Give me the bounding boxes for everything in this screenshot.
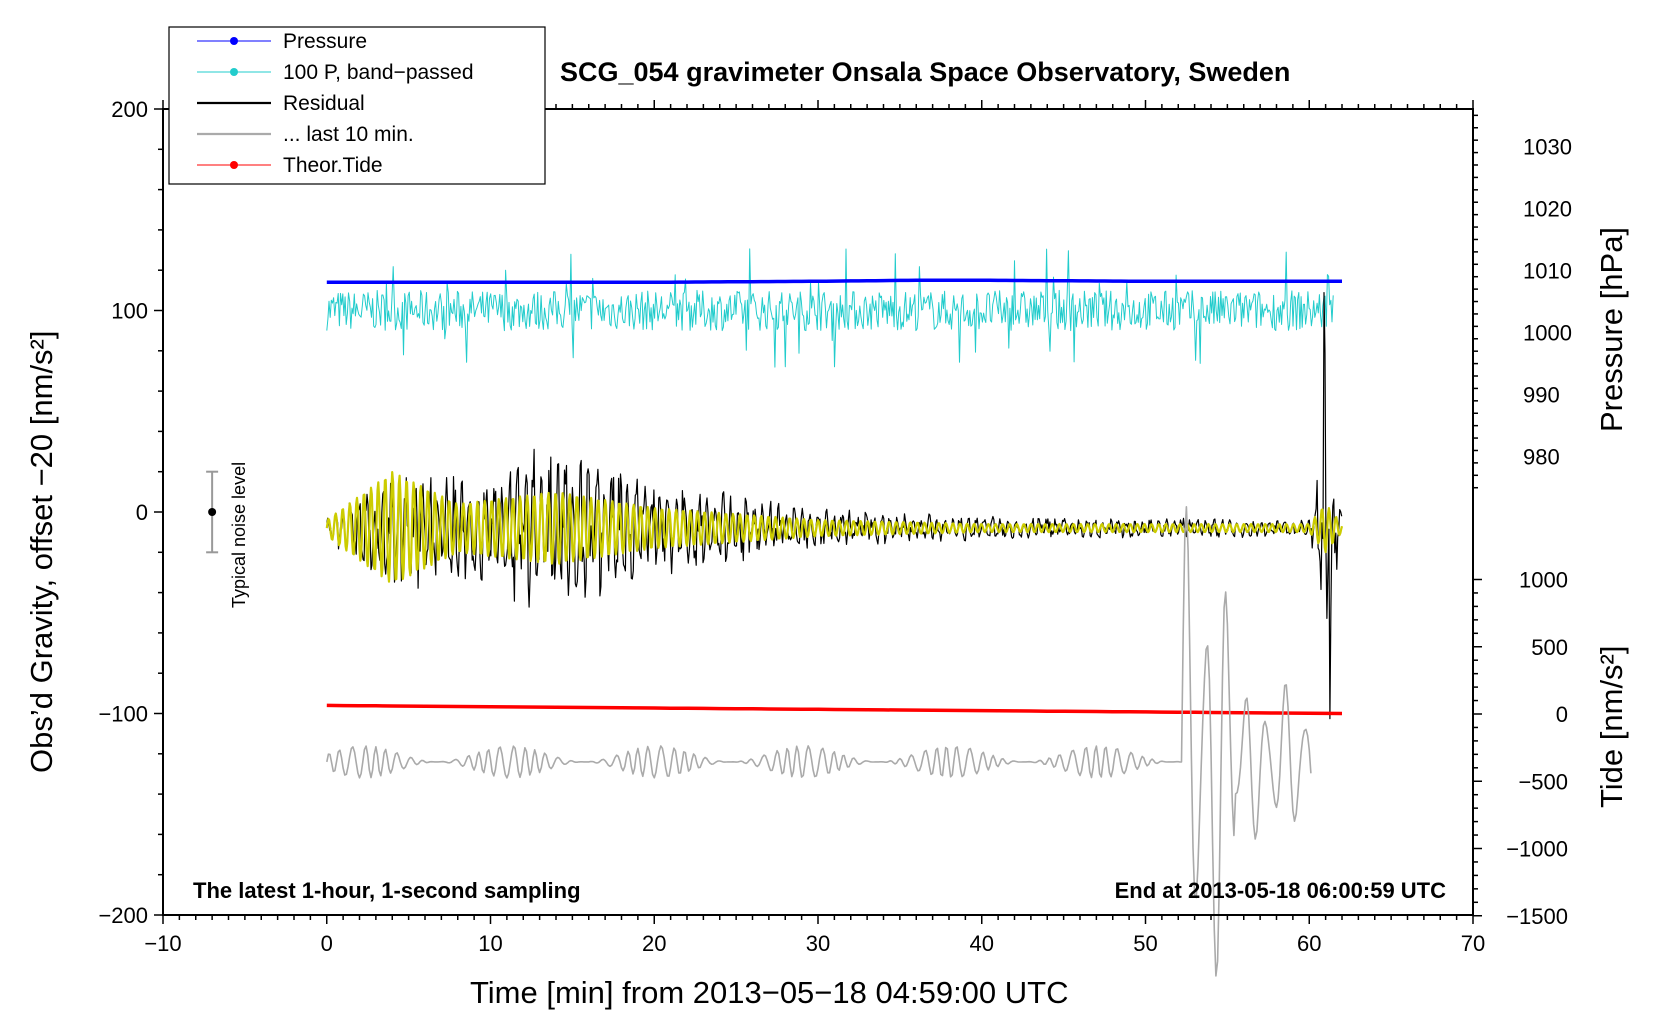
pressure-tick-label: 1010 — [1523, 258, 1572, 283]
x-axis-title: Time [min] from 2013−05−18 04:59:00 UTC — [470, 975, 1069, 1010]
x-tick-label: 20 — [642, 931, 666, 956]
series-line-last10 — [326, 505, 1312, 977]
y-tick-label: −200 — [98, 903, 148, 928]
legend-box — [168, 26, 546, 185]
tide-tick-label: 0 — [1556, 702, 1568, 727]
noise-label: Typical noise level — [229, 462, 249, 608]
legend-marker — [230, 68, 238, 76]
y-tick-label: −100 — [98, 702, 148, 727]
legend-label: Pressure — [283, 30, 367, 53]
series-line-pressure — [326, 278, 1342, 285]
pressure-tick-label: 1020 — [1523, 196, 1572, 221]
tide-tick-label: −1500 — [1506, 904, 1568, 929]
plot-frame — [162, 108, 1474, 916]
pressure-tick-label: 990 — [1523, 383, 1560, 408]
legend-marker — [230, 37, 238, 45]
legend-label: 100 P, band−passed — [283, 61, 474, 84]
y-axis-title-left: Obs’d Gravity, offset −20 [nm/s²] — [24, 331, 59, 774]
noise-bar-dot — [208, 508, 217, 516]
x-tick-label: 50 — [1133, 931, 1157, 956]
annotation-end-time: End at 2013-05-18 06:00:59 UTC — [1115, 878, 1446, 903]
y-tick-label: 200 — [111, 97, 148, 122]
series-line-tide — [326, 703, 1343, 716]
x-tick-label: 10 — [478, 931, 502, 956]
y-tick-label: 0 — [136, 500, 148, 525]
y-axis-title-tide: Tide [nm/s²] — [1594, 646, 1629, 809]
x-tick-label: 70 — [1461, 931, 1485, 956]
pressure-tick-label: 1000 — [1523, 321, 1572, 346]
series-line-residual-filtered — [325, 471, 1344, 583]
y-tick-label: 100 — [111, 299, 148, 324]
tide-tick-label: −500 — [1518, 769, 1568, 794]
noise-bar — [206, 470, 219, 554]
series-layer — [325, 248, 1344, 977]
pressure-tick-label: 1030 — [1523, 134, 1572, 159]
legend-marker — [230, 161, 238, 169]
x-tick-label: 60 — [1297, 931, 1321, 956]
x-tick-label: 40 — [970, 931, 994, 956]
series-line-bandpassed — [326, 248, 1334, 368]
ticks-layer: −10 0 10 20 30 40 50 60 702001000−100−2001030102… — [98, 97, 1572, 956]
tide-tick-label: 1000 — [1519, 568, 1568, 593]
x-tick-label: 30 — [806, 931, 830, 956]
legend-label: Theor.Tide — [283, 154, 383, 177]
legend-label: ... last 10 min. — [283, 123, 414, 146]
y-axis-title-pressure: Pressure [hPa] — [1594, 227, 1629, 432]
pressure-tick-label: 980 — [1523, 445, 1560, 470]
tide-tick-label: 500 — [1531, 635, 1568, 660]
x-tick-label: 0 — [321, 931, 333, 956]
tide-tick-label: −1000 — [1506, 837, 1568, 862]
annotation-sampling: The latest 1-hour, 1-second sampling — [193, 878, 581, 903]
chart-title: SCG_054 gravimeter Onsala Space Observat… — [560, 57, 1290, 87]
x-tick-label: −10 — [144, 931, 181, 956]
legend-label: Residual — [283, 92, 365, 115]
legend: Pressure 100 P, band−passed Residual ... la… — [168, 26, 546, 185]
